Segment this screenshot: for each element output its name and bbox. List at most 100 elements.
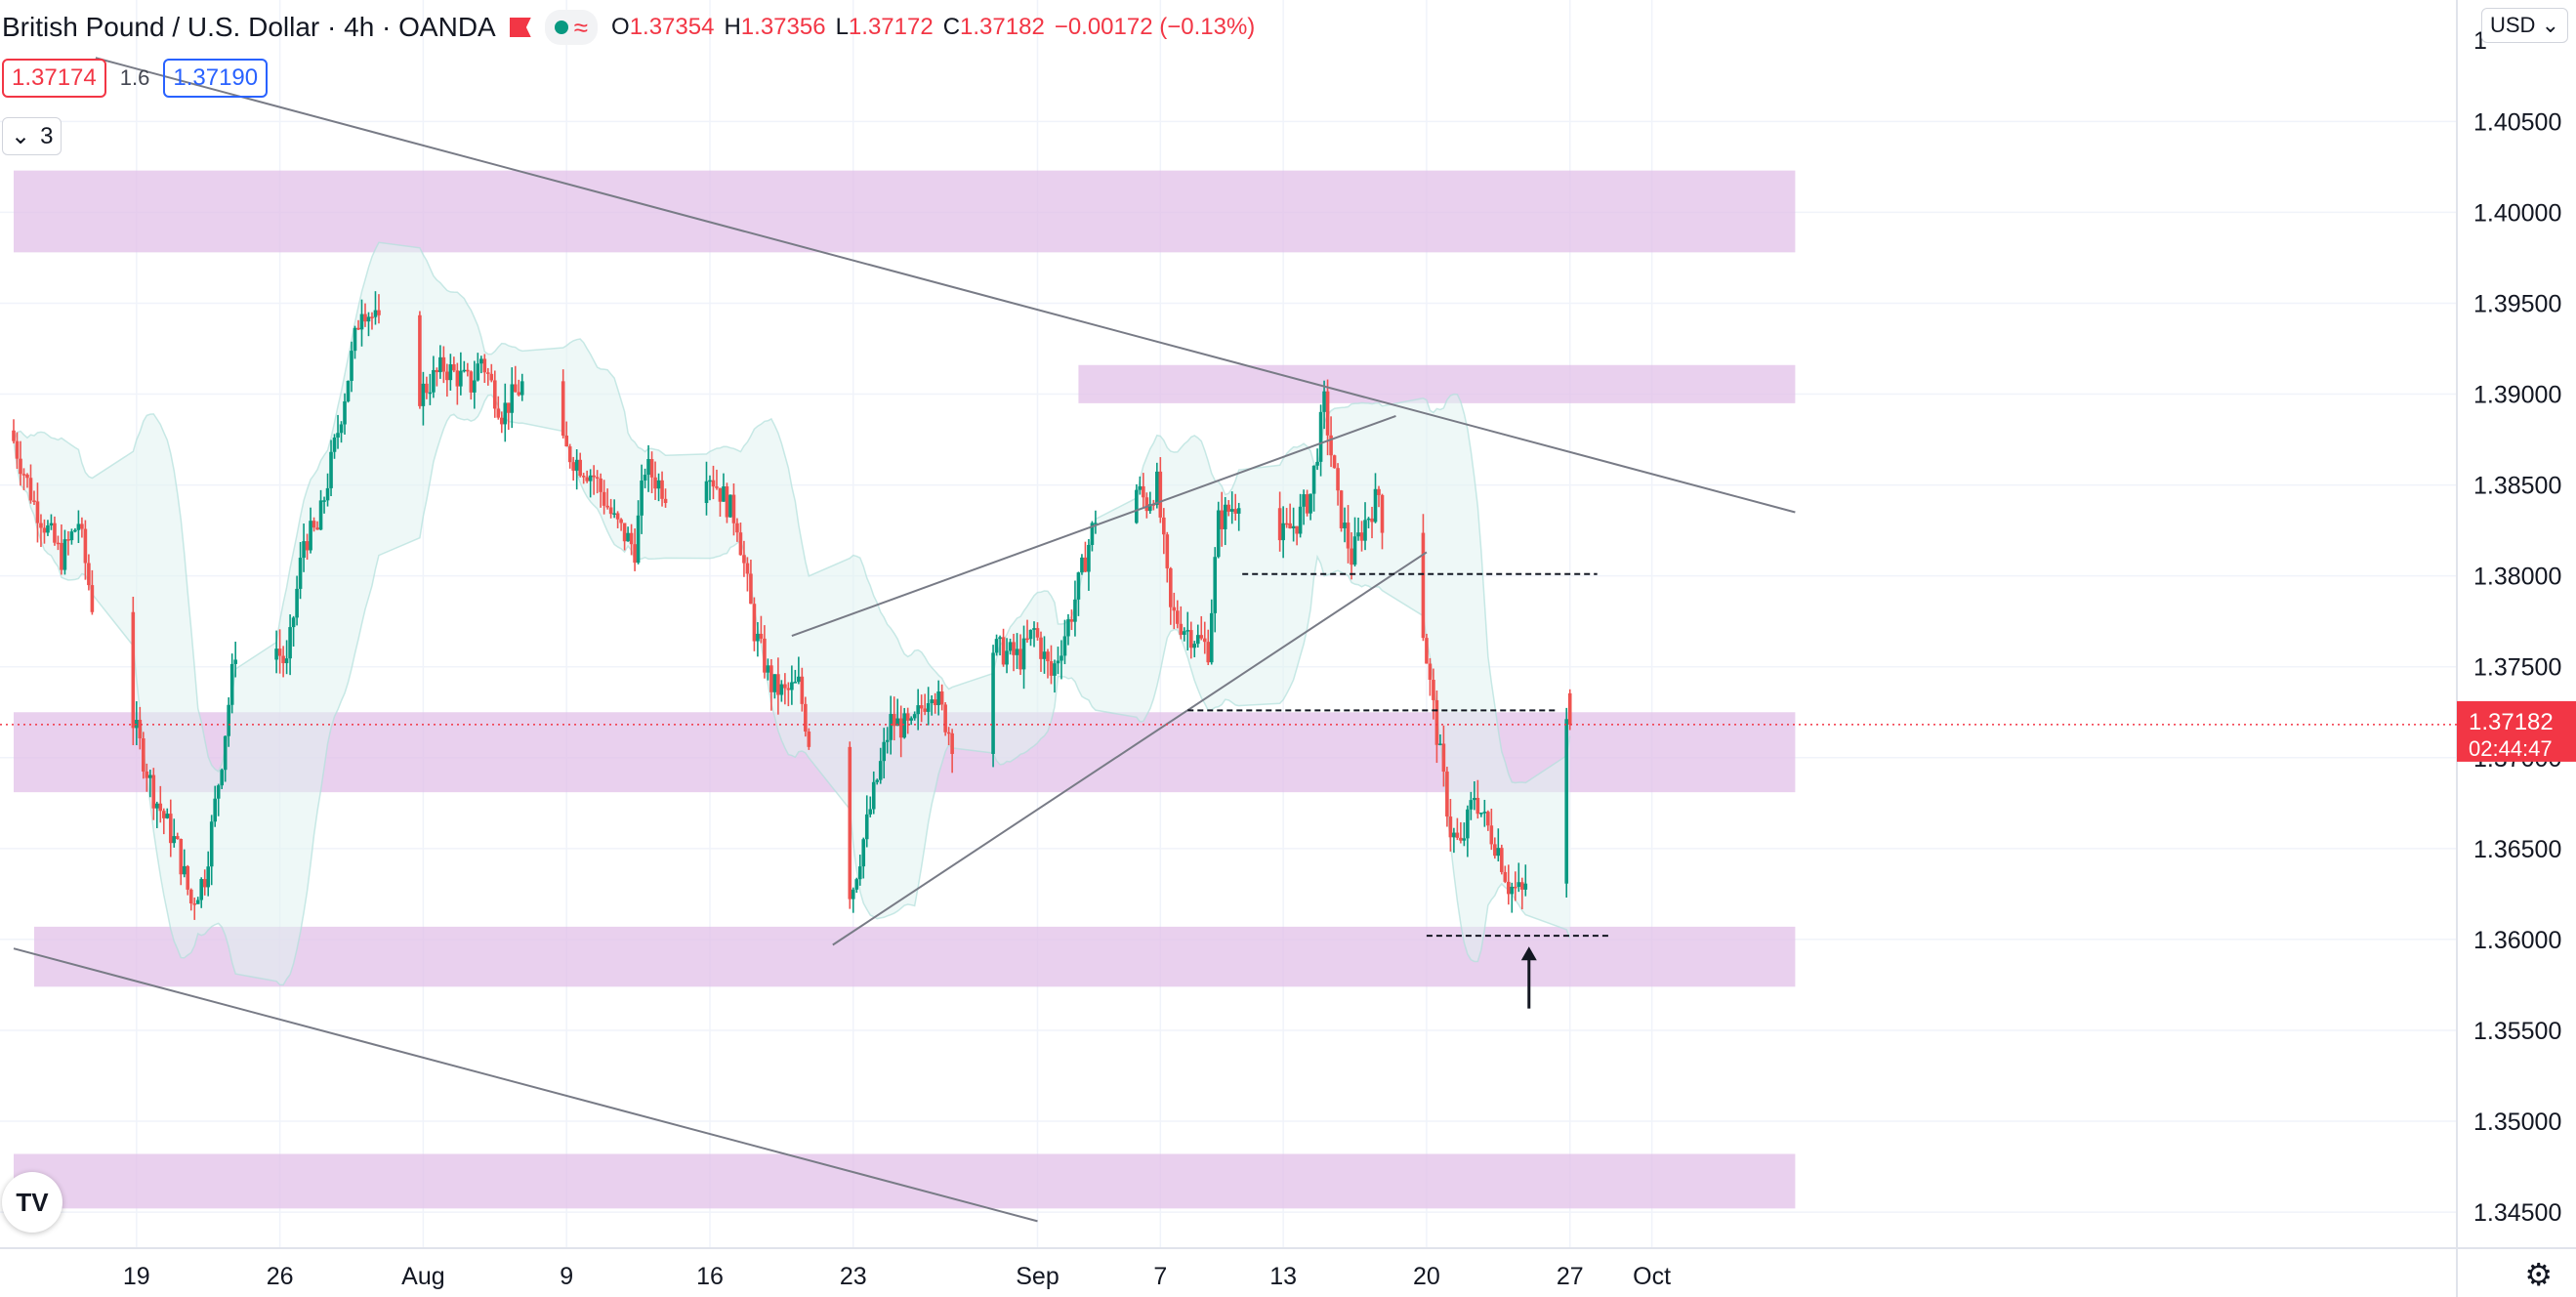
candle-body (1311, 465, 1316, 494)
arrow-head (1520, 946, 1537, 961)
candle-body (1233, 509, 1238, 514)
candle-body (288, 627, 292, 659)
candle-body (636, 515, 641, 564)
candle-body (998, 637, 1002, 640)
candle-body (643, 475, 647, 481)
tradingview-logo[interactable]: TV (2, 1172, 62, 1233)
candle-body (950, 732, 954, 754)
price-axis[interactable]: 1.40500 1.40000 1.39500 1.39000 1.38500 1.380… (2457, 27, 2576, 1227)
candle-body (567, 446, 572, 463)
candle-body (1008, 642, 1013, 651)
candle-body (1332, 455, 1337, 469)
flag-icon[interactable] (509, 18, 531, 37)
trendline (832, 551, 1428, 946)
candle-body (1329, 435, 1333, 456)
candle-body (1455, 832, 1460, 838)
candle-body (312, 521, 316, 528)
candle-body (946, 732, 951, 734)
candle-body (435, 369, 439, 373)
candle-body (315, 527, 319, 530)
currency-button[interactable]: USD ⌄ (2481, 8, 2568, 43)
candle-body (1519, 882, 1524, 890)
candle-body (332, 437, 337, 452)
chevron-down-icon: ⌄ (2535, 13, 2559, 37)
candle-body (1032, 628, 1036, 630)
candle-body (1473, 797, 1476, 801)
candle-body (728, 494, 732, 518)
candle-body (1421, 532, 1426, 639)
y-tick-label: 1.36500 (2473, 836, 2561, 863)
candle-body (585, 477, 589, 481)
symbol-title[interactable]: British Pound / U.S. Dollar · 4h · OANDA (2, 12, 496, 42)
candle-body (1359, 532, 1364, 541)
candle-body (1073, 599, 1077, 622)
candle-body (622, 523, 627, 542)
sell-price-button[interactable]: 1.37174 (2, 59, 106, 98)
candle-body (1322, 391, 1326, 412)
candle-body (1298, 506, 1303, 534)
candle-body (39, 523, 43, 528)
trade-panel: 1.37174 1.6 1.37190 (2, 59, 269, 98)
support-resistance-zone (33, 926, 1796, 987)
candle-body (1309, 493, 1312, 514)
x-tick-label: 23 (840, 1263, 867, 1290)
support-resistance-zone (14, 1153, 1796, 1209)
candle-body (663, 498, 668, 504)
candle-body (769, 665, 773, 692)
close-value: 1.37182 (960, 14, 1045, 40)
candle-body (1202, 638, 1207, 643)
y-tick-label: 1.35000 (2473, 1109, 2561, 1136)
candle-body (492, 380, 497, 409)
candle-body (482, 358, 487, 373)
candle-body (479, 358, 483, 364)
candle-body (1295, 525, 1299, 534)
candle-body (1339, 490, 1344, 528)
candle-body (154, 803, 159, 809)
candle-body (912, 714, 917, 719)
candle-body (233, 659, 237, 664)
x-tick-label: Oct (1633, 1263, 1671, 1290)
candle-body (612, 513, 616, 515)
candle-body (19, 458, 22, 475)
candle-body (1195, 635, 1200, 645)
candle-body (779, 684, 784, 695)
candle-body (1049, 661, 1054, 676)
candle-body (759, 633, 764, 639)
candle-body (1001, 637, 1006, 665)
candle-body (519, 381, 524, 396)
y-tick-label: 1.34500 (2473, 1199, 2561, 1227)
candle-body (1281, 523, 1285, 541)
time-axis[interactable]: 19 26 Aug 9 16 23 Sep 7 13 20 27 Oct (123, 1263, 1671, 1290)
candle-body (69, 531, 74, 541)
support-resistance-zone (1078, 364, 1796, 403)
candle-body (800, 676, 805, 704)
candle-body (1315, 461, 1319, 466)
candle-body (1175, 610, 1180, 624)
candle-body (370, 316, 374, 318)
candle-body (452, 364, 456, 371)
candle-body (284, 658, 289, 664)
candle-body (1087, 544, 1091, 572)
candle-body (619, 519, 623, 523)
candle-body (653, 477, 657, 489)
candle-body (80, 523, 84, 529)
trendline (791, 414, 1396, 638)
candle-body (889, 714, 893, 740)
spread-value: 1.6 (119, 65, 150, 90)
candle-body (1373, 488, 1378, 523)
candle-body (1493, 844, 1497, 857)
x-tick-label: 13 (1269, 1263, 1297, 1290)
candle-body (46, 525, 50, 533)
candle-body (151, 774, 156, 809)
candle-body (1080, 557, 1084, 573)
buy-price-button[interactable]: 1.37190 (163, 59, 269, 98)
candle-body (499, 417, 504, 425)
candle-body (1046, 651, 1050, 662)
candle-body (1302, 494, 1306, 507)
indicator-pill[interactable]: ≈ (544, 10, 599, 45)
candle-body (295, 588, 299, 618)
gear-icon[interactable]: ⚙ (2524, 1257, 2553, 1292)
candle-body (213, 798, 218, 822)
legend-toggle-button[interactable]: ⌄ 3 (2, 117, 62, 155)
